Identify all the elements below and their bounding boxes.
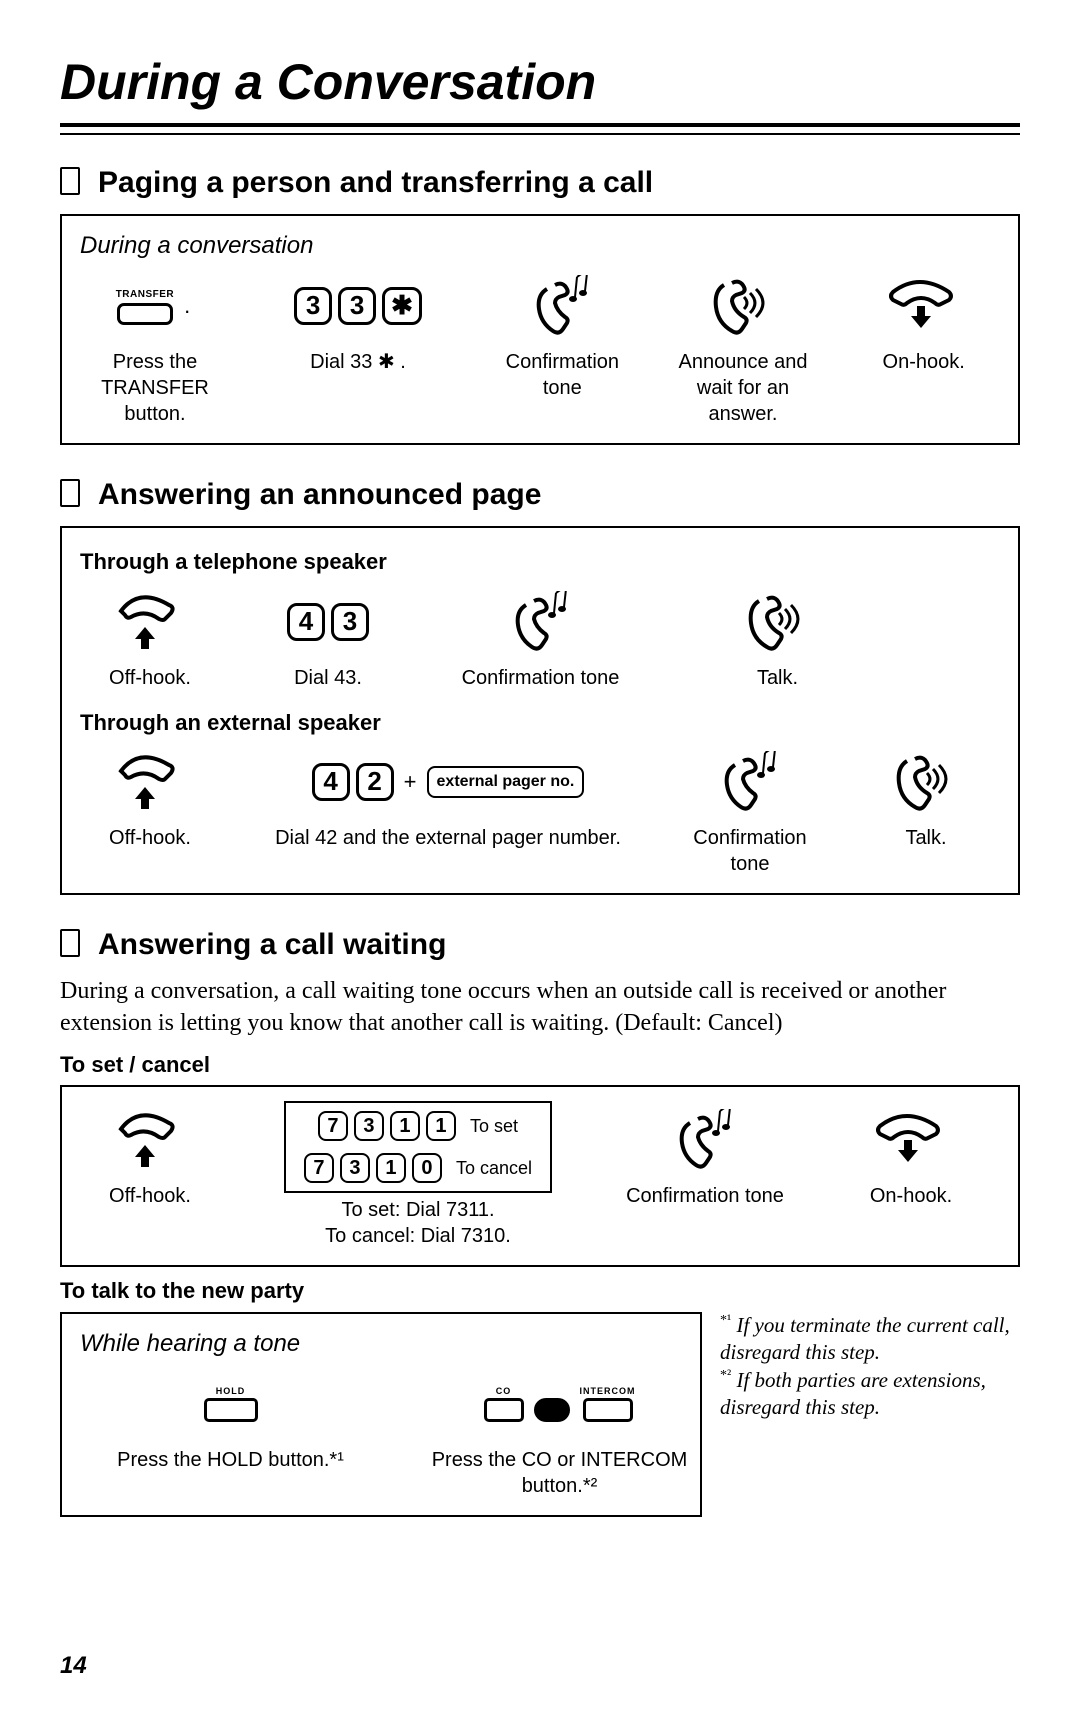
off-hook-icon [115, 751, 185, 813]
talk-new-subhead: While hearing a tone [80, 1328, 682, 1359]
step-caption: On-hook. [883, 349, 965, 375]
bullet-icon [60, 167, 80, 195]
page-number: 14 [60, 1650, 87, 1681]
talk-new-label: To talk to the new party [60, 1277, 1020, 1306]
step-caption: Off-hook. [109, 825, 191, 851]
call-waiting-body: During a conversation, a call waiting to… [60, 976, 1020, 1038]
dial-caption: To set: Dial 7311. To cancel: Dial 7310. [325, 1197, 511, 1249]
to-cancel-label: To cancel [456, 1157, 532, 1180]
key-3: 3 [338, 287, 376, 325]
heading-paging: Paging a person and transferring a call [98, 166, 653, 199]
key-1: 1 [390, 1111, 420, 1141]
talk-icon [710, 275, 776, 337]
off-hook-icon [115, 1109, 185, 1171]
footnotes: *¹ If you terminate the current call, di… [720, 1312, 1020, 1421]
key-4: 4 [287, 603, 325, 641]
key-3: 3 [354, 1111, 384, 1141]
step-caption: Talk. [757, 665, 798, 691]
paging-box: During a conversation TRANSFER . Press t… [60, 214, 1020, 445]
talk-icon [745, 591, 811, 653]
talk-new-box: While hearing a tone HOLD Press the HOLD… [60, 1312, 702, 1517]
bullet-icon [60, 929, 80, 957]
step-caption: Announce and wait for an answer. [667, 349, 820, 427]
sub1-heading: Through a telephone speaker [80, 548, 1000, 577]
answering-page-box: Through a telephone speaker Off-hook. 4 … [60, 526, 1020, 895]
section-answering-page: Answering an announced page Through a te… [60, 475, 1020, 895]
key-7: 7 [304, 1153, 334, 1183]
to-set-label: To set [470, 1115, 518, 1138]
step-caption: On-hook. [870, 1183, 952, 1209]
confirmation-tone-icon [672, 1109, 738, 1171]
step-caption: Off-hook. [109, 1183, 191, 1209]
step-caption: Confirmation tone [462, 665, 620, 691]
confirmation-tone-icon [529, 275, 595, 337]
sub2-heading: Through an external speaker [80, 709, 1000, 738]
step-caption: Confirmation tone [626, 1183, 784, 1209]
hold-caption: Press the HOLD button.*¹ [117, 1447, 344, 1473]
paging-subhead: During a conversation [80, 230, 1000, 261]
key-3: 3 [331, 603, 369, 641]
step-caption: Confirmation tone [676, 825, 824, 877]
heading-answering-page: Answering an announced page [98, 478, 541, 511]
co-intercom-icon: CO INTERCOM [484, 1386, 636, 1422]
page-title: During a Conversation [60, 50, 1020, 115]
bullet-icon [60, 479, 80, 507]
step-caption: Confirmation tone [486, 349, 639, 401]
on-hook-icon [889, 276, 959, 336]
key-2: 2 [356, 763, 394, 801]
key-1: 1 [376, 1153, 406, 1183]
key-1: 1 [426, 1111, 456, 1141]
key-3: 3 [340, 1153, 370, 1183]
confirmation-tone-icon [717, 751, 783, 813]
on-hook-icon [876, 1110, 946, 1170]
key-7: 7 [318, 1111, 348, 1141]
off-hook-icon [115, 591, 185, 653]
step-caption: Dial 42 and the external pager number. [275, 825, 621, 851]
key-3: 3 [294, 287, 332, 325]
set-cancel-label: To set / cancel [60, 1051, 1020, 1080]
step-caption: Off-hook. [109, 665, 191, 691]
step-caption: Dial 43. [294, 665, 362, 691]
key-0: 0 [412, 1153, 442, 1183]
confirmation-tone-icon [508, 591, 574, 653]
co-caption: Press the CO or INTERCOM button.*² [409, 1447, 710, 1499]
heading-call-waiting: Answering a call waiting [98, 928, 446, 961]
step-caption: Talk. [905, 825, 946, 851]
external-pager-box: external pager no. [427, 766, 585, 798]
title-rule [60, 123, 1020, 135]
step-caption: Dial 33 ✱ . [310, 349, 406, 375]
key-4: 4 [312, 763, 350, 801]
set-cancel-box: Off-hook. 7 3 1 1 [60, 1085, 1020, 1267]
transfer-button-icon: TRANSFER [116, 288, 174, 325]
section-paging: Paging a person and transferring a call … [60, 163, 1020, 445]
talk-icon [893, 751, 959, 813]
step-caption: Press the TRANSFER button. [80, 349, 230, 427]
section-call-waiting: Answering a call waiting During a conver… [60, 925, 1020, 1527]
key-star: ✱ [382, 287, 422, 325]
hold-button-icon: HOLD [204, 1386, 258, 1422]
plus-sep: + [404, 768, 417, 797]
